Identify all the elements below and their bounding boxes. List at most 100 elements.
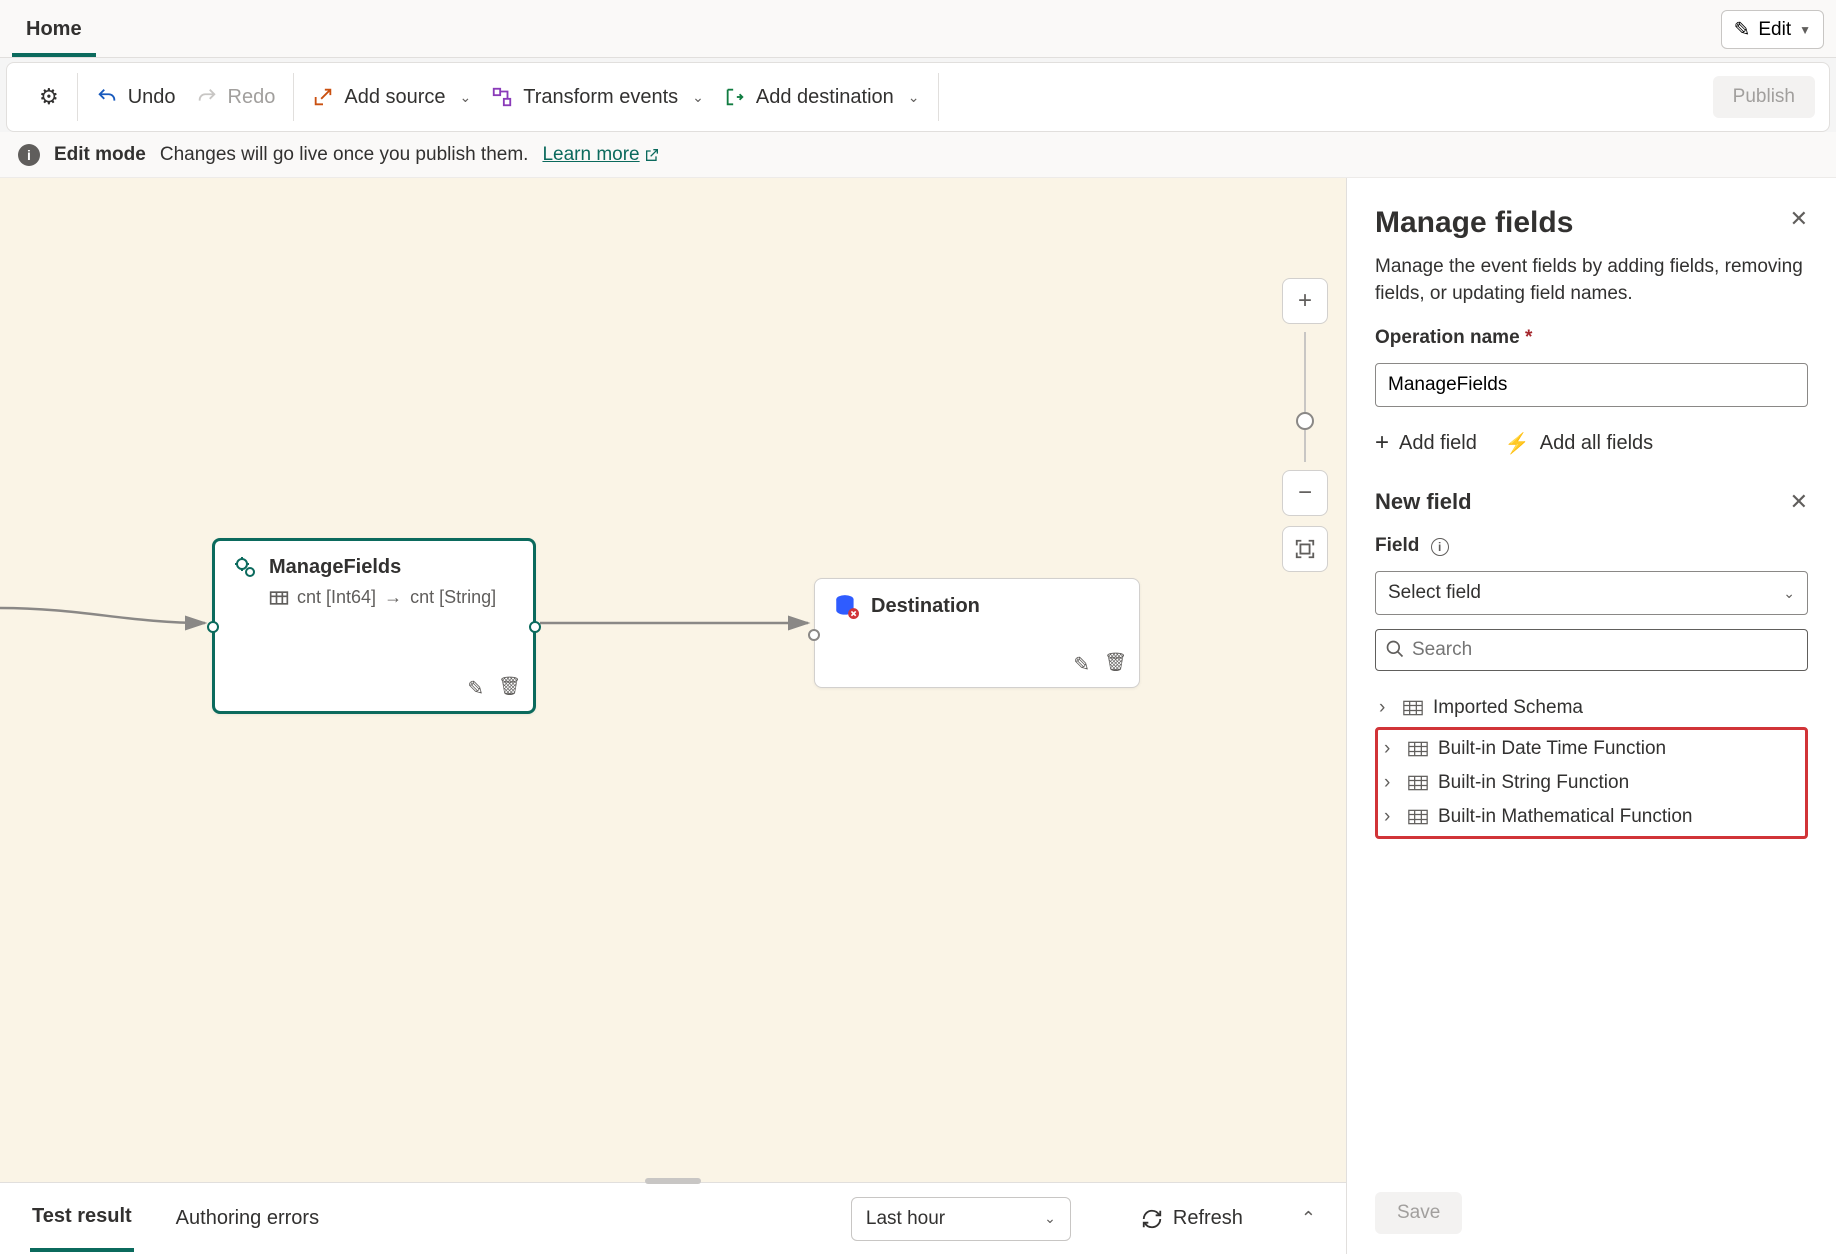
sub-to: cnt [String] [410,587,496,608]
highlighted-functions: › Built-in Date Time Function › Built-in… [1375,727,1808,839]
field-buttons-row: Add field Add all fields [1375,429,1808,457]
tab-test-result[interactable]: Test result [30,1185,134,1252]
dock-resize-handle[interactable] [645,1178,701,1184]
chevron-right-icon: › [1384,772,1398,794]
transform-label: Transform events [523,86,678,109]
time-range-select[interactable]: Last hour ⌄ [851,1197,1071,1241]
canvas[interactable]: ManageFields cnt [Int64] cnt [String] [0,178,1346,1182]
port-in[interactable] [207,621,219,633]
redo-label: Redo [228,86,276,109]
redo-icon [196,86,218,108]
node-subtitle: cnt [Int64] cnt [String] [215,587,533,618]
new-field-header: New field ✕ [1375,489,1808,515]
edit-node-button[interactable] [1073,652,1090,677]
info-icon: i [18,144,40,166]
tree-item-math[interactable]: › Built-in Mathematical Function [1380,800,1803,834]
destination-icon [724,86,746,108]
edit-dropdown-button[interactable]: Edit ▼ [1721,10,1824,49]
node-header: Destination [815,579,1139,627]
operation-name-label: Operation name * [1375,327,1808,349]
panel-title: Manage fields [1375,206,1573,240]
bolt-icon [1505,431,1530,456]
toolbar: Undo Redo Add source ⌄ Transform events … [6,62,1830,132]
undo-button[interactable]: Undo [96,86,176,109]
table-icon [1408,741,1428,757]
fit-icon [1294,538,1316,560]
source-icon [312,86,334,108]
tab-home[interactable]: Home [12,4,96,57]
refresh-label: Refresh [1173,1207,1243,1230]
time-selected-label: Last hour [866,1208,945,1230]
field-label: Field i [1375,535,1808,557]
table-icon [1403,700,1423,716]
node-manage-fields[interactable]: ManageFields cnt [Int64] cnt [String] [212,538,536,714]
chevron-down-icon: ⌄ [908,89,920,106]
operation-name-input[interactable] [1375,363,1808,407]
tree-label: Built-in String Function [1438,772,1629,794]
undo-icon [96,86,118,108]
bottom-dock: Test result Authoring errors Last hour ⌄… [0,1182,1346,1254]
transform-events-button[interactable]: Transform events ⌄ [491,86,704,109]
chevron-down-icon: ⌄ [1044,1210,1056,1227]
tab-authoring-errors[interactable]: Authoring errors [174,1187,321,1250]
tab-bar-left: Home [12,0,96,57]
delete-node-button[interactable] [498,676,521,701]
sub-from: cnt [Int64] [297,587,376,608]
add-all-fields-button[interactable]: Add all fields [1505,429,1653,457]
port-out[interactable] [529,621,541,633]
search-wrap [1375,629,1808,671]
edit-label: Edit [1758,19,1791,41]
zoom-slider[interactable] [1304,332,1306,462]
save-button[interactable]: Save [1375,1192,1462,1234]
chevron-right-icon: › [1384,738,1398,760]
edit-node-button[interactable] [467,676,484,701]
main: ManageFields cnt [Int64] cnt [String] [0,178,1836,1254]
node-actions [467,676,521,701]
add-source-label: Add source [344,86,445,109]
publish-button[interactable]: Publish [1713,76,1815,118]
dock-collapse-button[interactable]: ⌃ [1301,1208,1316,1229]
add-destination-button[interactable]: Add destination ⌄ [724,86,920,109]
fit-button[interactable] [1282,526,1328,572]
field-select[interactable]: Select field ⌄ [1375,571,1808,615]
add-destination-label: Add destination [756,86,894,109]
tree-label: Built-in Date Time Function [1438,738,1666,760]
zoom-out-button[interactable]: − [1282,470,1328,516]
tree-item-datetime[interactable]: › Built-in Date Time Function [1380,732,1803,766]
add-field-label: Add field [1399,432,1477,455]
pencil-icon [1734,17,1751,42]
port-in[interactable] [808,629,820,641]
database-icon [833,593,859,619]
table-icon [1408,809,1428,825]
tree-item-string[interactable]: › Built-in String Function [1380,766,1803,800]
zoom-in-button[interactable]: + [1282,278,1328,324]
tree-label: Imported Schema [1433,697,1583,719]
info-message: Changes will go live once you publish th… [160,144,529,166]
learn-more-label: Learn more [542,144,639,166]
node-header: ManageFields [215,541,533,587]
search-icon [1385,639,1405,659]
delete-node-button[interactable] [1104,652,1127,677]
add-all-label: Add all fields [1540,432,1653,455]
new-field-title: New field [1375,489,1472,515]
refresh-button[interactable]: Refresh [1141,1207,1243,1230]
chevron-right-icon: › [1379,697,1393,719]
close-panel-button[interactable]: ✕ [1790,206,1808,232]
external-link-icon [644,147,660,163]
info-icon[interactable]: i [1431,538,1449,556]
tree-item-imported-schema[interactable]: › Imported Schema [1375,691,1808,725]
add-field-button[interactable]: Add field [1375,429,1477,457]
select-placeholder: Select field [1388,582,1481,604]
node-destination[interactable]: Destination [814,578,1140,688]
learn-more-link[interactable]: Learn more [542,144,659,166]
zoom-thumb[interactable] [1296,412,1314,430]
manage-fields-icon [233,555,257,579]
settings-button[interactable] [39,84,59,110]
field-search-input[interactable] [1375,629,1808,671]
column-icon [269,590,289,606]
close-new-field-button[interactable]: ✕ [1790,489,1808,515]
manage-fields-panel: Manage fields ✕ Manage the event fields … [1346,178,1836,1254]
redo-button[interactable]: Redo [196,86,276,109]
op-name-text: Operation name [1375,327,1520,348]
add-source-button[interactable]: Add source ⌄ [312,86,471,109]
